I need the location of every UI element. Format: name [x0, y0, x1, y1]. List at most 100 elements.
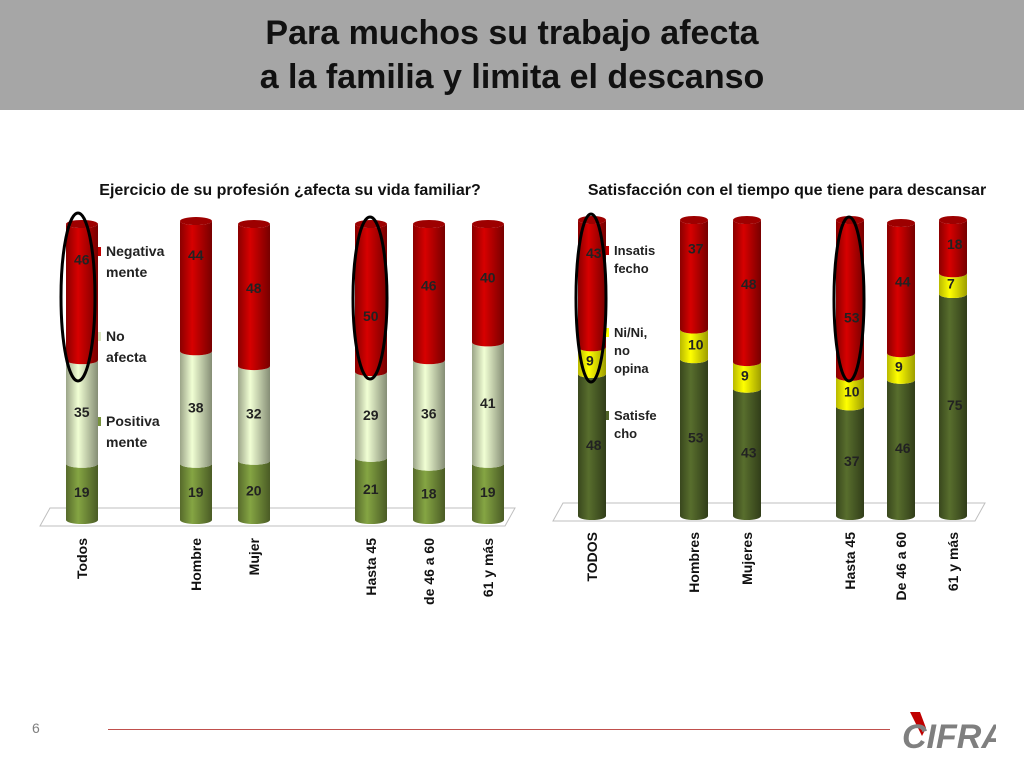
chart-2-value-label: 10: [688, 336, 704, 352]
chart-2-value-label: 75: [947, 397, 963, 413]
chart-1-floor: [39, 507, 516, 527]
chart-1-bar-segment: [66, 224, 98, 365]
chart-1-bar-segment: [238, 460, 270, 524]
slide-title-line-1: Para muchos su trabajo afecta: [265, 14, 759, 52]
chart-1-value-label: 20: [246, 482, 262, 498]
chart-2-bar-segment: [939, 273, 967, 298]
chart-2-category-label: Hasta 45: [842, 532, 858, 590]
chart-2-value-label: 9: [586, 353, 594, 369]
chart-2-value-label: 48: [741, 276, 757, 292]
chart-1-value-label: 19: [188, 484, 204, 500]
chart-2-bar-top: [939, 216, 967, 224]
chart-1-value-label: 46: [74, 251, 90, 267]
chart-1-legend-label: mente: [106, 264, 147, 280]
chart-1-bar-segment: [472, 342, 504, 468]
chart-1-value-label: 18: [421, 485, 437, 501]
chart-2-category-label: Hombres: [686, 532, 702, 593]
chart-1-legend-label: No: [106, 328, 125, 344]
footer-divider: [108, 729, 890, 730]
chart-2-bar-segment: [578, 220, 606, 352]
chart-1-value-label: 38: [188, 400, 204, 416]
chart-2-value-label: 7: [947, 276, 955, 292]
chart-2-bar-segment: [680, 329, 708, 364]
chart-1-bar-top: [413, 220, 445, 228]
chart-1-bar-segment: [355, 372, 387, 462]
chart-1-value-label: 48: [246, 280, 262, 296]
chart-1-value-label: 41: [480, 395, 496, 411]
chart-2-bar-segment: [887, 353, 915, 384]
logo-text: CIFRA: [902, 718, 996, 756]
chart-2-value-label: 53: [844, 309, 860, 325]
chart-2-bar-segment: [836, 376, 864, 411]
chart-2-title: Satisfacción con el tiempo que tiene par…: [588, 182, 986, 199]
chart-2-category-label: Mujeres: [739, 532, 755, 585]
cifra-logo: CIFRA: [902, 712, 996, 756]
chart-1-category-label: Mujer: [246, 537, 262, 575]
chart-2-value-label: 44: [895, 274, 911, 290]
chart-1-bar-segment: [472, 463, 504, 524]
chart-2-bar-segment: [733, 362, 761, 393]
slide-number: 6: [32, 720, 40, 736]
chart-2-value-label: 18: [947, 236, 963, 252]
chart-1-bar-segment: [355, 457, 387, 524]
chart-1-legend-label: mente: [106, 434, 147, 450]
chart-2-bar-top: [680, 216, 708, 224]
chart-2-category-label: De 46 a 60: [893, 532, 909, 601]
chart-2-floor: [552, 502, 986, 522]
chart-1-value-label: 29: [363, 407, 379, 423]
chart-1-category-label: Hombre: [188, 538, 204, 591]
chart-2-category-label: TODOS: [584, 532, 600, 582]
chart-1-legend-label: afecta: [106, 349, 147, 365]
chart-2-value-label: 37: [688, 240, 704, 256]
chart-2-bar-segment: [887, 222, 915, 358]
chart-1-title: Ejercicio de su profesión ¿afecta su vid…: [99, 182, 480, 199]
chart-1-value-label: 36: [421, 405, 437, 421]
chart-1-value-label: 32: [246, 405, 262, 421]
chart-1-highlight-ellipse: [59, 211, 97, 383]
chart-1-bar-segment: [355, 224, 387, 376]
chart-1-bar-segment: [180, 221, 212, 356]
chart-1-category-label: Todos: [74, 538, 90, 579]
chart-1-value-label: 19: [74, 484, 90, 500]
chart-2: Satisfacción con el tiempo que tiene par…: [552, 182, 986, 601]
chart-2-value-label: 43: [741, 444, 757, 460]
chart-1-value-label: 35: [74, 404, 90, 420]
chart-1-bar-segment: [66, 463, 98, 524]
chart-2-legend-label: fecho: [614, 261, 649, 276]
chart-1-legend-label: Positiva: [106, 413, 160, 429]
chart-2-bar-segment: [578, 373, 606, 520]
chart-2-bar-segment: [836, 220, 864, 381]
chart-1-bar-segment: [413, 466, 445, 524]
chart-2-highlight-ellipse: [574, 212, 608, 384]
chart-2-legend-label: Ni/Ni,: [614, 325, 647, 340]
chart-1-value-label: 40: [480, 269, 496, 285]
chart-2-value-label: 9: [741, 367, 749, 383]
chart-1-bar-segment: [180, 463, 212, 524]
chart-1-value-label: 21: [363, 481, 379, 497]
chart-1-legend-label: Negativa: [106, 243, 165, 259]
chart-2-value-label: 53: [688, 430, 704, 446]
chart-2-value-label: 37: [844, 453, 860, 469]
chart-2-highlight-ellipse: [832, 215, 866, 383]
chart-2-value-label: 9: [895, 359, 903, 375]
chart-1-bar-segment: [413, 224, 445, 365]
chart-2-bar-segment: [733, 388, 761, 520]
chart-2-bar-segment: [939, 294, 967, 520]
chart-2-bar-top: [578, 216, 606, 224]
chart-2-bar-segment: [680, 220, 708, 334]
chart-1-value-label: 50: [363, 308, 379, 324]
chart-1-category-label: 61 y más: [480, 538, 496, 597]
chart-1-bar-segment: [180, 351, 212, 468]
title-band: [0, 0, 1024, 110]
chart-1-bar-segment: [66, 360, 98, 468]
chart-2-value-label: 10: [844, 384, 860, 400]
chart-2-category-label: 61 y más: [945, 532, 961, 591]
chart-2-bar-segment: [836, 406, 864, 520]
chart-1-value-label: 44: [188, 247, 204, 263]
chart-1-bar-top: [66, 220, 98, 228]
chart-2-value-label: 48: [586, 437, 602, 453]
logo-mark: [910, 712, 926, 736]
chart-1-category-label: Hasta 45: [363, 538, 379, 596]
chart-2-value-label: 43: [586, 245, 602, 261]
